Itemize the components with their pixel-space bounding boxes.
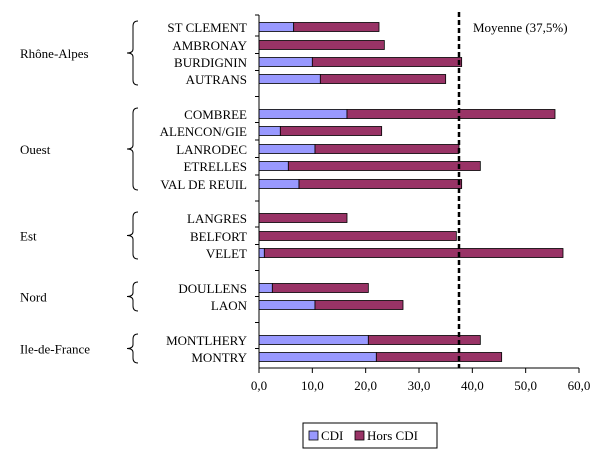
category-label: MONTLHERY (166, 333, 248, 348)
bar-cdi (258, 248, 265, 258)
bar-hors-cdi (263, 248, 564, 258)
bar-cdi (258, 144, 316, 154)
region-label: Nord (20, 290, 47, 305)
bar-hors-cdi (375, 352, 503, 362)
category-label: VAL DE REUIL (160, 177, 247, 192)
bar-hors-cdi (367, 335, 481, 345)
x-tick-label: 50,0 (514, 378, 537, 393)
bar-hors-cdi (314, 300, 404, 310)
average-label: Moyenne (37,5%) (473, 20, 568, 35)
category-label: ALENCON/GIE (160, 124, 247, 139)
x-tick-label: 40,0 (461, 378, 484, 393)
bar-cdi (258, 22, 295, 32)
category-label: DOULLENS (178, 281, 247, 296)
region-labels: Rhône-Alpes Ouest Est Nord Ile-de-France (20, 46, 90, 357)
bar-cdi (258, 57, 313, 67)
category-label: LANGRES (187, 211, 247, 226)
legend-label: CDI (321, 428, 343, 443)
legend-label: Hors CDI (367, 428, 418, 443)
bar-cdi (258, 335, 369, 345)
region-label: Est (20, 229, 37, 244)
category-label: COMBREE (184, 107, 247, 122)
bar-hors-cdi (346, 109, 556, 119)
region-braces (126, 20, 139, 364)
legend-box (302, 422, 438, 449)
x-tick-label: 20,0 (354, 378, 377, 393)
category-label: AMBRONAY (172, 38, 247, 53)
category-label: ST CLEMENT (167, 20, 247, 35)
bar-hors-cdi (311, 57, 463, 67)
bar-hors-cdi (298, 179, 463, 189)
category-label: ETRELLES (183, 159, 247, 174)
bar-cdi (258, 74, 321, 84)
x-tick-label: 10,0 (301, 378, 324, 393)
legend-swatch (308, 430, 319, 441)
bar-hors-cdi (293, 22, 380, 32)
region-label: Rhône-Alpes (20, 46, 89, 61)
category-label: AUTRANS (186, 72, 247, 87)
bar-hors-cdi (258, 231, 457, 241)
average-line: Moyenne (37,5%) (457, 12, 568, 368)
bar-cdi (258, 352, 377, 362)
bar-cdi (258, 300, 316, 310)
bar-hors-cdi (258, 213, 348, 223)
region-brace (126, 107, 139, 191)
bar-hors-cdi (319, 74, 447, 84)
category-label: LANRODEC (176, 142, 247, 157)
bar-cdi (258, 109, 348, 119)
category-label: VELET (206, 246, 247, 261)
bars (258, 22, 564, 362)
x-tick-label: 60,0 (568, 378, 591, 393)
region-brace (126, 333, 139, 364)
x-tick-label: 0,0 (251, 378, 267, 393)
x-tick-label: 30,0 (408, 378, 431, 393)
legend-swatch (354, 430, 365, 441)
x-axis: 0,0 10,0 20,0 30,0 40,0 50,0 60,0 (251, 14, 591, 393)
bar-cdi (258, 126, 281, 136)
region-label: Ile-de-France (20, 342, 90, 357)
category-labels: ST CLEMENT AMBRONAY BURDIGNIN AUTRANS COMBRE… (160, 20, 248, 365)
bar-hors-cdi (258, 40, 385, 50)
bar-cdi (258, 179, 300, 189)
category-label: MONTRY (191, 350, 247, 365)
region-label: Ouest (20, 142, 51, 157)
bar-cdi (258, 283, 273, 293)
region-brace (126, 211, 139, 260)
region-brace (126, 281, 139, 312)
bar-cdi (258, 161, 289, 171)
category-label: BURDIGNIN (174, 55, 248, 70)
bar-hors-cdi (279, 126, 383, 136)
category-label: BELFORT (190, 229, 247, 244)
bar-hors-cdi (271, 283, 369, 293)
legend: CDI Hors CDI (302, 422, 438, 449)
category-label: LAON (211, 298, 248, 313)
region-brace (126, 20, 139, 86)
bar-hors-cdi (287, 161, 481, 171)
bar-hors-cdi (314, 144, 460, 154)
